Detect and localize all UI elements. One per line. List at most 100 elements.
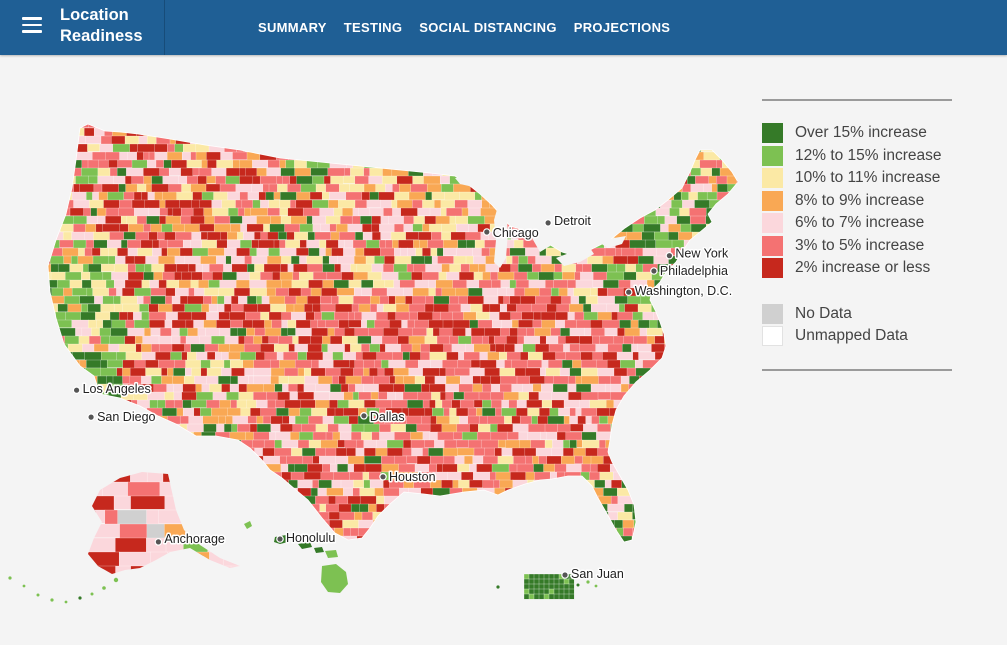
county-cell[interactable] — [100, 359, 108, 370]
county-cell[interactable] — [179, 295, 188, 305]
county-cell[interactable] — [504, 535, 518, 546]
county-cell[interactable] — [460, 303, 471, 312]
county-cell[interactable] — [203, 423, 217, 433]
county-cell[interactable] — [57, 447, 65, 458]
county-cell[interactable] — [93, 343, 109, 352]
county-cell[interactable] — [666, 127, 680, 139]
city-marker[interactable] — [482, 228, 491, 236]
county-cell[interactable] — [84, 455, 101, 466]
county-cell[interactable] — [477, 527, 484, 537]
county-cell[interactable] — [575, 495, 591, 505]
county-cell[interactable] — [511, 383, 523, 393]
county-cell[interactable] — [709, 359, 724, 370]
county-cell[interactable] — [699, 479, 715, 490]
county-cell[interactable] — [712, 223, 721, 233]
county-cell[interactable] — [575, 175, 585, 186]
county-cell[interactable] — [640, 431, 654, 442]
county-cell[interactable] — [726, 367, 741, 379]
county-cell[interactable] — [495, 511, 502, 522]
county-cell[interactable] — [722, 535, 737, 547]
county-cell[interactable] — [709, 327, 719, 336]
county-cell[interactable] — [673, 335, 691, 346]
county-cell[interactable] — [663, 135, 676, 147]
county-cell[interactable] — [681, 303, 689, 313]
county-cell[interactable] — [242, 231, 255, 241]
county-cell[interactable] — [702, 183, 713, 193]
county-cell[interactable] — [369, 191, 380, 201]
county-cell[interactable] — [598, 415, 609, 425]
county-cell[interactable] — [717, 415, 728, 427]
county-cell[interactable] — [254, 135, 268, 146]
county-cell[interactable] — [299, 271, 314, 281]
county-cell[interactable] — [363, 383, 379, 393]
county-cell[interactable] — [243, 127, 259, 139]
county-cell[interactable] — [274, 447, 292, 457]
county-cell[interactable] — [576, 439, 583, 448]
county-cell[interactable] — [472, 167, 487, 177]
county-cell[interactable] — [259, 479, 274, 489]
county-cell[interactable] — [625, 143, 643, 155]
county-cell[interactable] — [314, 120, 330, 129]
county-cell[interactable] — [703, 151, 721, 161]
county-cell[interactable] — [527, 135, 545, 145]
county-cell[interactable] — [109, 468, 131, 483]
county-cell[interactable] — [629, 463, 648, 475]
county-cell[interactable] — [694, 351, 713, 362]
municipio-cell[interactable] — [538, 578, 545, 585]
county-cell[interactable] — [322, 263, 335, 274]
county-cell[interactable] — [248, 375, 255, 385]
county-cell[interactable] — [245, 167, 258, 178]
county-cell[interactable] — [645, 535, 652, 545]
county-cell[interactable] — [279, 159, 287, 169]
county-cell[interactable] — [485, 263, 500, 273]
county-cell[interactable] — [172, 207, 182, 217]
county-cell[interactable] — [149, 319, 166, 329]
county-cell[interactable] — [86, 215, 99, 225]
county-cell[interactable] — [105, 215, 122, 224]
county-cell[interactable] — [245, 311, 261, 321]
county-cell[interactable] — [284, 487, 298, 496]
county-cell[interactable] — [88, 319, 98, 330]
county-cell[interactable] — [662, 143, 679, 153]
county-cell[interactable] — [661, 311, 671, 321]
county-cell[interactable] — [635, 447, 653, 457]
county-cell[interactable] — [655, 207, 670, 216]
county-cell[interactable] — [44, 159, 60, 170]
county-cell[interactable] — [336, 287, 355, 296]
county-cell[interactable] — [665, 487, 682, 499]
county-cell[interactable] — [91, 447, 105, 459]
county-cell[interactable] — [727, 415, 744, 425]
county-cell[interactable] — [510, 263, 519, 274]
county-cell[interactable] — [383, 207, 393, 218]
county-cell[interactable] — [513, 455, 526, 465]
county-cell[interactable] — [532, 383, 542, 392]
county-cell[interactable] — [678, 407, 688, 416]
county-cell[interactable] — [244, 335, 254, 346]
county-cell[interactable] — [281, 319, 288, 329]
county-cell[interactable] — [220, 479, 239, 489]
county-cell[interactable] — [361, 287, 373, 296]
county-cell[interactable] — [311, 327, 329, 337]
county-cell[interactable] — [617, 423, 634, 435]
county-cell[interactable] — [389, 375, 396, 384]
county-cell[interactable] — [88, 399, 95, 408]
county-cell[interactable] — [147, 120, 156, 128]
county-cell[interactable] — [734, 255, 750, 267]
county-cell[interactable] — [494, 447, 503, 457]
county-cell[interactable] — [726, 263, 737, 274]
county-cell[interactable] — [539, 143, 552, 155]
county-cell[interactable] — [721, 455, 737, 465]
county-cell[interactable] — [548, 127, 563, 137]
county-cell[interactable] — [539, 527, 553, 537]
county-cell[interactable] — [237, 423, 251, 433]
county-cell[interactable] — [209, 263, 224, 274]
county-cell[interactable] — [314, 231, 332, 241]
county-cell[interactable] — [322, 135, 338, 147]
county-cell[interactable] — [71, 231, 85, 241]
county-cell[interactable] — [44, 335, 54, 347]
county-cell[interactable] — [580, 239, 589, 249]
county-cell[interactable] — [214, 351, 222, 362]
county-cell[interactable] — [44, 511, 56, 522]
county-cell[interactable] — [599, 143, 607, 154]
county-cell[interactable] — [215, 468, 236, 485]
